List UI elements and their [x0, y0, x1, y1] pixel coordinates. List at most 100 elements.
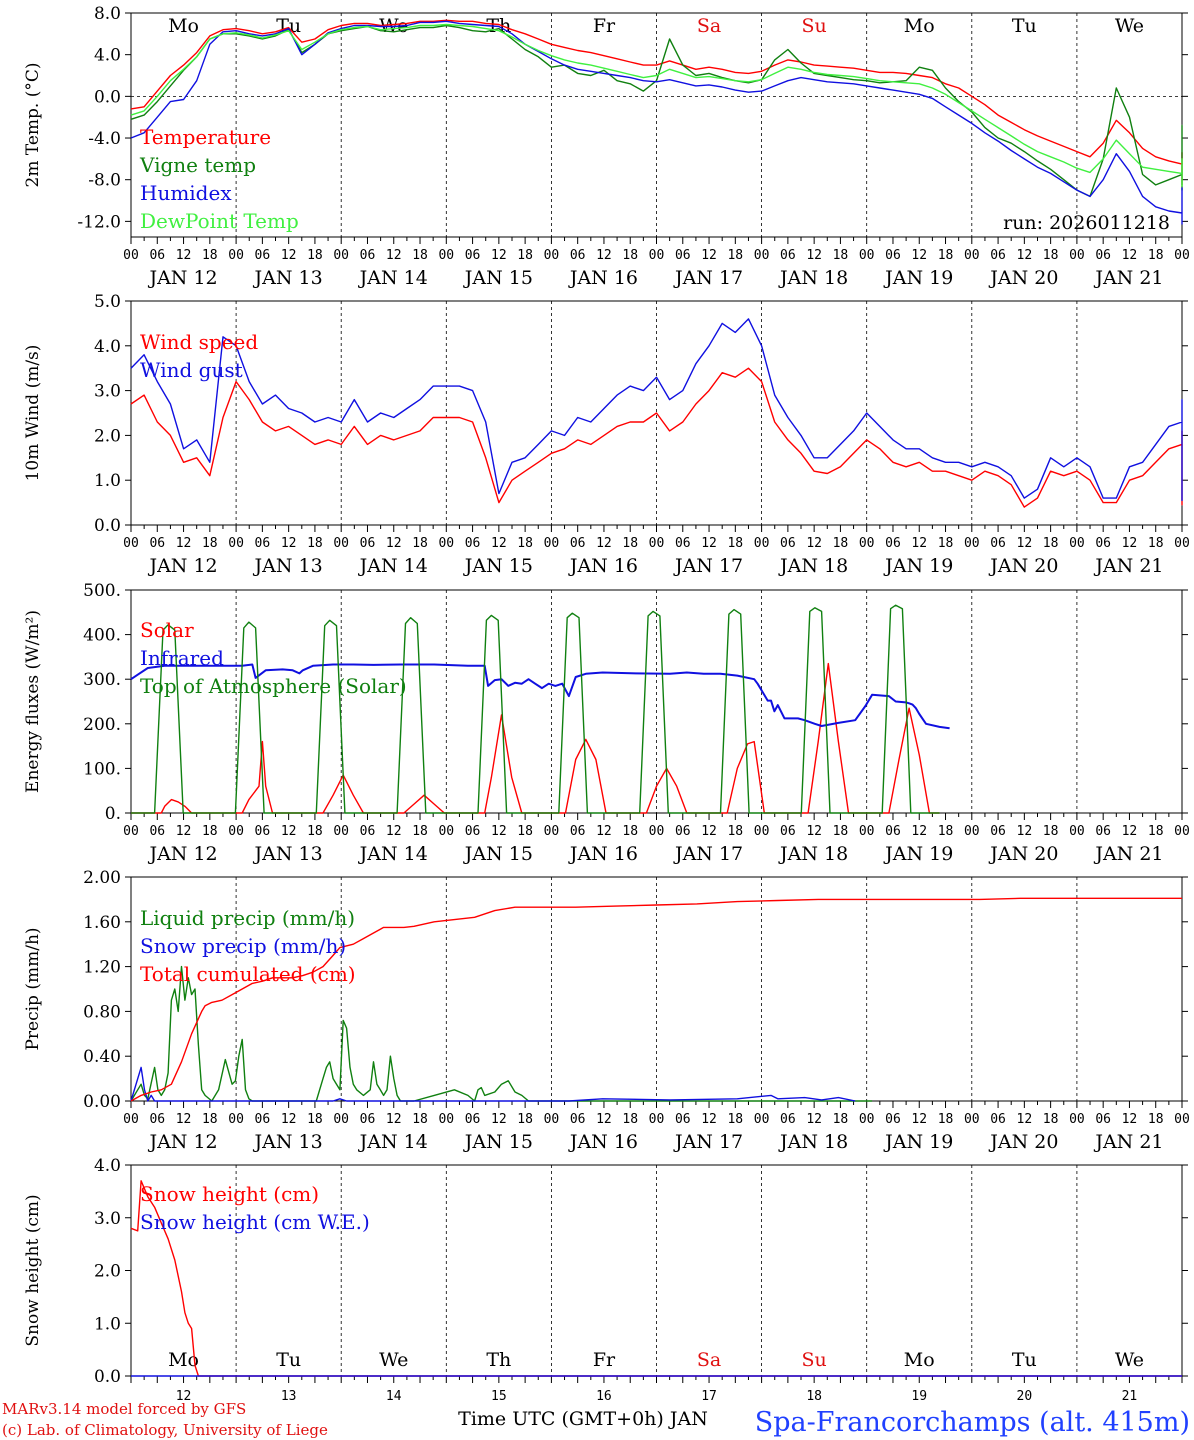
wind-hour-tick-label: 00 [123, 536, 139, 551]
temp-date-label: JAN 19 [883, 267, 953, 289]
precip-y-tick-label: 2.00 [83, 868, 121, 888]
temp-date-label: JAN 16 [568, 267, 638, 289]
temp-hour-tick-label: 06 [780, 248, 796, 263]
temp-hour-tick-label: 18 [727, 248, 743, 263]
temp-legend-1: Vigne temp [139, 153, 256, 177]
temp-hour-tick-label: 06 [990, 248, 1006, 263]
precip-hour-tick-label: 00 [438, 1112, 454, 1127]
precip-hour-tick-label: 06 [360, 1112, 376, 1127]
precip-series-2-line [130, 897, 1182, 1102]
temp-hour-tick-label: 18 [1043, 248, 1059, 263]
temp-y-tick-label: 4.0 [94, 46, 121, 66]
temp-weekday-label: Tu [1012, 15, 1037, 37]
wind-y-tick-label: 1.0 [94, 471, 121, 491]
wind-hour-tick-label: 06 [570, 536, 586, 551]
station-name: Spa-Francorchamps (alt. 415m) [755, 1407, 1190, 1438]
energy-legend-0: Solar [140, 618, 194, 642]
snow-legend-1: Snow height (cm W.E.) [140, 1210, 370, 1234]
wind-date-label: JAN 14 [358, 555, 428, 577]
energy-date-label: JAN 12 [147, 843, 217, 865]
snow-weekday-label: Tu [276, 1349, 301, 1371]
temp-hour-tick-label: 18 [412, 248, 428, 263]
wind-hour-tick-label: 12 [701, 536, 717, 551]
temp-hour-tick-label: 06 [149, 248, 165, 263]
precip-hour-tick-label: 18 [202, 1112, 218, 1127]
temp-y-tick-label: 8.0 [94, 4, 121, 24]
precip-hour-tick-label: 18 [622, 1112, 638, 1127]
temp-series-2-line [130, 20, 1183, 225]
snow-legend-0: Snow height (cm) [140, 1182, 319, 1206]
precip-date-label: JAN 17 [673, 1131, 743, 1153]
energy-hour-tick-label: 06 [675, 824, 691, 839]
precip-date-label: JAN 15 [463, 1131, 533, 1153]
snow-weekday-label: We [379, 1349, 408, 1371]
energy-hour-tick-label: 00 [754, 824, 770, 839]
energy-hour-tick-label: 06 [149, 824, 165, 839]
precip-hour-tick-label: 00 [1069, 1112, 1085, 1127]
bottom-day-number: 12 [176, 1389, 192, 1404]
wind-hour-tick-label: 18 [833, 536, 849, 551]
energy-hour-tick-label: 06 [255, 824, 271, 839]
temp-hour-tick-label: 18 [1148, 248, 1164, 263]
precip-hour-tick-label: 00 [964, 1112, 980, 1127]
energy-hour-tick-label: 00 [1174, 824, 1190, 839]
temp-hour-tick-label: 12 [596, 248, 612, 263]
bottom-day-number: 17 [701, 1389, 717, 1404]
precip-date-label: JAN 14 [358, 1131, 428, 1153]
wind-date-label: JAN 17 [673, 555, 743, 577]
bottom-day-number: 18 [806, 1389, 822, 1404]
temp-date-label: JAN 12 [147, 267, 217, 289]
wind-hour-tick-label: 06 [780, 536, 796, 551]
temp-y-tick-label: -8.0 [88, 171, 121, 191]
wind-y-tick-label: 4.0 [94, 337, 121, 357]
temp-hour-tick-label: 18 [202, 248, 218, 263]
snow-y-tick-label: 0.0 [94, 1367, 121, 1387]
energy-hour-tick-label: 06 [885, 824, 901, 839]
precip-y-tick-label: 1.60 [83, 913, 121, 933]
energy-date-label: JAN 15 [463, 843, 533, 865]
wind-hour-tick-label: 18 [412, 536, 428, 551]
energy-series-1-line [130, 663, 950, 730]
energy-hour-tick-label: 06 [990, 824, 1006, 839]
temp-hour-tick-label: 00 [859, 248, 875, 263]
snow-y-tick-label: 2.0 [94, 1262, 121, 1282]
energy-y-tick-label: 500. [83, 581, 121, 601]
wind-hour-tick-label: 18 [1148, 536, 1164, 551]
temp-date-label: JAN 14 [358, 267, 428, 289]
precip-hour-tick-label: 00 [544, 1112, 560, 1127]
precip-legend-0: Liquid precip (mm/h) [140, 906, 355, 930]
energy-legend-1: Infrared [140, 646, 224, 670]
energy-hour-tick-label: 00 [649, 824, 665, 839]
precip-hour-tick-label: 12 [386, 1112, 402, 1127]
credit-line-2: (c) Lab. of Climatology, University of L… [2, 1421, 328, 1439]
temp-hour-tick-label: 18 [517, 248, 533, 263]
energy-hour-tick-label: 18 [202, 824, 218, 839]
energy-y-axis-label: Energy fluxes (W/m²) [23, 610, 43, 793]
temp-hour-tick-label: 00 [544, 248, 560, 263]
temp-y-tick-label: 0.0 [94, 87, 121, 107]
temp-hour-tick-label: 00 [754, 248, 770, 263]
temp-legend-3: DewPoint Temp [140, 209, 299, 233]
precip-series-0-line [130, 965, 873, 1102]
wind-hour-tick-label: 18 [622, 536, 638, 551]
temp-date-label: JAN 21 [1093, 267, 1163, 289]
energy-hour-tick-label: 06 [360, 824, 376, 839]
precip-hour-tick-label: 12 [491, 1112, 507, 1127]
precip-hour-tick-label: 00 [333, 1112, 349, 1127]
wind-y-tick-label: 2.0 [94, 426, 121, 446]
temp-date-label: JAN 15 [463, 267, 533, 289]
temp-hour-tick-label: 06 [675, 248, 691, 263]
energy-hour-tick-label: 18 [1043, 824, 1059, 839]
bottom-day-number: 21 [1122, 1389, 1138, 1404]
temp-hour-tick-label: 12 [1017, 248, 1033, 263]
wind-hour-tick-label: 00 [649, 536, 665, 551]
wind-hour-tick-label: 06 [360, 536, 376, 551]
precip-hour-tick-label: 00 [754, 1112, 770, 1127]
temp-weekday-label: Mo [904, 15, 935, 37]
energy-hour-tick-label: 00 [859, 824, 875, 839]
energy-date-label: JAN 20 [988, 843, 1058, 865]
precip-hour-tick-label: 12 [701, 1112, 717, 1127]
energy-date-label: JAN 13 [253, 843, 323, 865]
precip-y-axis-label: Precip (mm/h) [23, 927, 43, 1050]
